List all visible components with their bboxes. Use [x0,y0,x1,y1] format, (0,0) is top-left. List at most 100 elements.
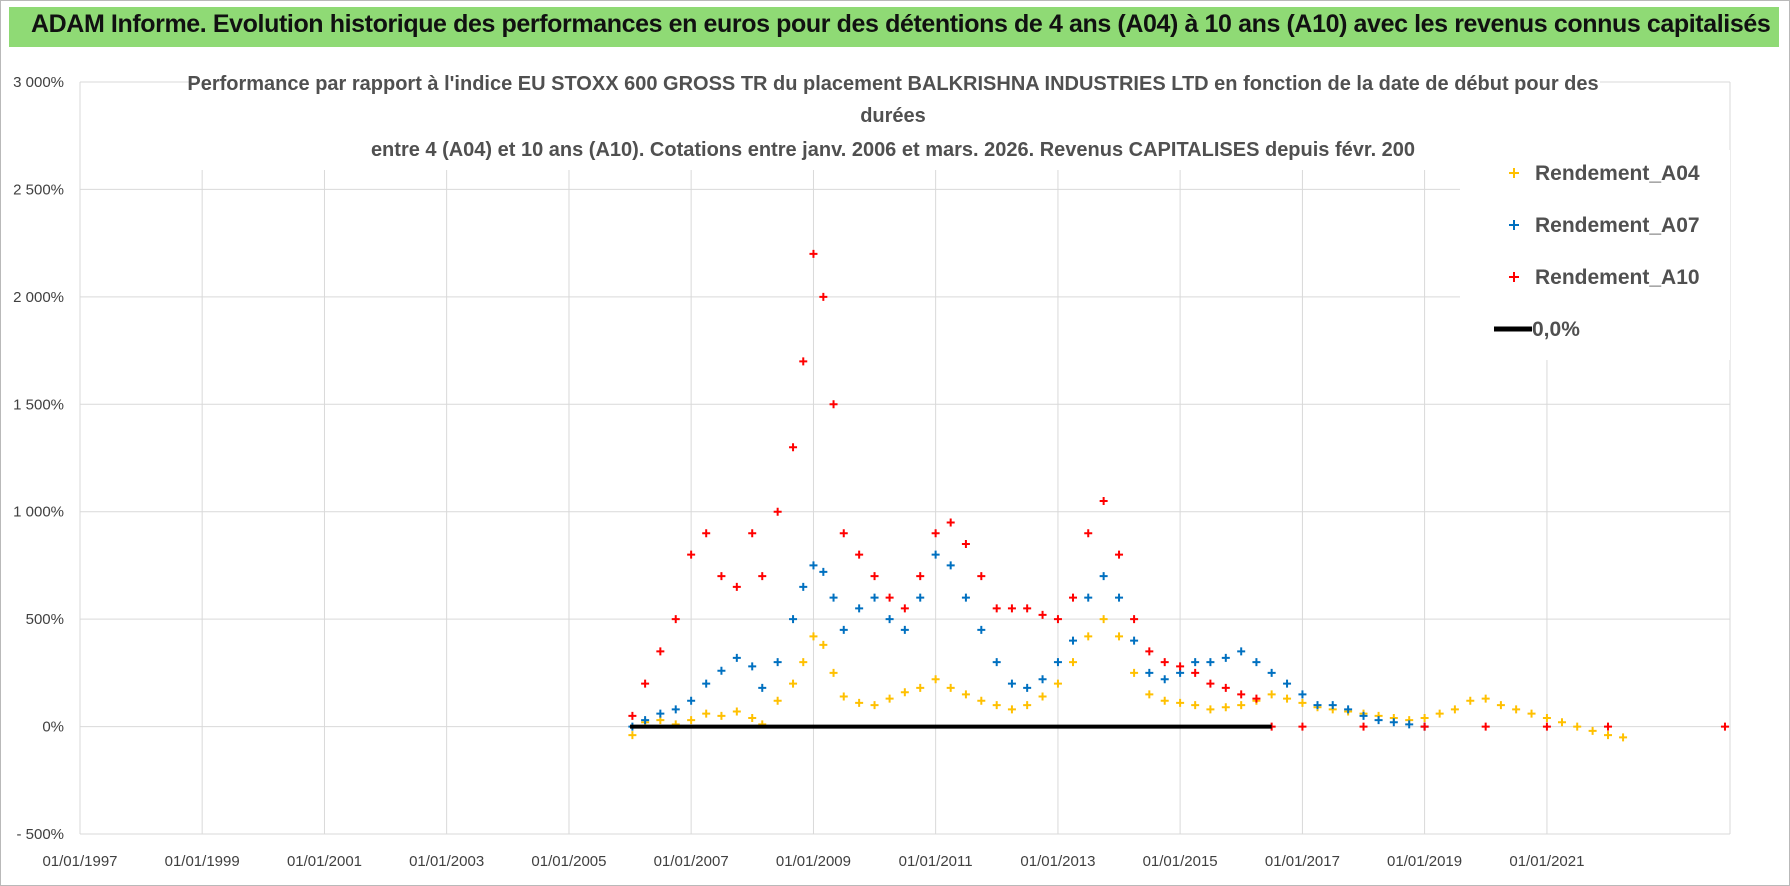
point-rendement-a10 [1420,722,1429,731]
point-rendement-a10 [1191,668,1200,677]
point-rendement-a04 [961,690,970,699]
x-tick-label: 01/01/2009 [776,853,851,870]
point-rendement-a10 [1298,722,1307,731]
x-tick-label: 01/01/2011 [899,853,973,870]
point-rendement-a07 [1069,636,1078,645]
point-rendement-a07 [1160,675,1169,684]
point-rendement-a04 [1542,713,1551,722]
point-rendement-a10 [1160,658,1169,667]
point-rendement-a07 [641,716,650,725]
point-rendement-a07 [702,679,711,688]
chart-title-background [190,62,1600,170]
y-tick-label: 2 000% [13,289,64,306]
point-rendement-a10 [758,572,767,581]
point-rendement-a04 [946,683,955,692]
chart-title: Performance par rapport à l'indice EU ST… [187,73,1598,161]
point-rendement-a04 [1176,698,1185,707]
point-rendement-a07 [1328,701,1337,710]
y-tick-label: 2 500% [13,181,64,198]
point-rendement-a10 [799,357,808,366]
point-rendement-a10 [671,615,680,624]
point-rendement-a04 [1283,694,1292,703]
point-rendement-a07 [1007,679,1016,688]
point-rendement-a10 [809,249,818,258]
point-rendement-a07 [1252,658,1261,667]
point-rendement-a04 [1069,658,1078,667]
point-rendement-a10 [916,572,925,581]
point-rendement-a10 [1237,690,1246,699]
point-rendement-a10 [641,679,650,688]
legend-entry: Rendement_A07 [1535,214,1700,237]
x-tick-label: 01/01/2005 [531,853,606,870]
point-rendement-a07 [748,662,757,671]
point-rendement-a10 [1130,615,1139,624]
x-tick-label: 01/01/2007 [654,853,729,870]
y-axis-ticks: - 500% 0% 500% 1 000% 1 500% 2 000% 2 500% 3 00… [13,74,64,843]
point-rendement-a04 [1191,701,1200,710]
point-rendement-a04 [1604,731,1613,740]
point-rendement-a04 [870,701,879,710]
legend-swatch [1509,220,1519,230]
point-rendement-a04 [628,731,637,740]
x-tick-label: 01/01/2013 [1020,853,1095,870]
point-rendement-a07 [1099,572,1108,581]
point-rendement-a04 [1527,709,1536,718]
point-rendement-a04 [1084,632,1093,641]
point-rendement-a07 [829,593,838,602]
legend-entry: 0,0% [1532,318,1580,341]
point-rendement-a10 [1206,679,1215,688]
point-rendement-a10 [1007,604,1016,613]
point-rendement-a07 [946,561,955,570]
point-rendement-a10 [1221,683,1230,692]
point-rendement-a10 [1176,662,1185,671]
point-rendement-a10 [1481,722,1490,731]
point-rendement-a10 [931,529,940,538]
point-rendement-a04 [1053,679,1062,688]
point-rendement-a07 [1023,683,1032,692]
point-rendement-a07 [758,683,767,692]
point-rendement-a04 [799,658,808,667]
point-rendement-a07 [1038,675,1047,684]
report-banner: ADAM Informe. Evolution historique des p… [9,7,1779,47]
point-rendement-a10 [1038,610,1047,619]
point-rendement-a04 [1237,701,1246,710]
point-rendement-a10 [1053,615,1062,624]
point-rendement-a04 [1481,694,1490,703]
point-rendement-a04 [809,632,818,641]
point-rendement-a04 [748,713,757,722]
point-rendement-a10 [1359,722,1368,731]
point-rendement-a10 [977,572,986,581]
point-rendement-a10 [773,507,782,516]
point-rendement-a07 [1084,593,1093,602]
y-tick-label: 1 500% [13,396,64,413]
point-rendement-a07 [1206,658,1215,667]
point-rendement-a07 [1130,636,1139,645]
x-tick-label: 01/01/2015 [1143,853,1218,870]
point-rendement-a10 [702,529,711,538]
chart-legend: Rendement_A04 Rendement_A07 Rendement_A10 0… [1494,162,1700,341]
legend-entry: Rendement_A04 [1535,162,1700,185]
point-rendement-a10 [870,572,879,581]
point-rendement-a07 [809,561,818,570]
point-rendement-a07 [1283,679,1292,688]
banner-title: ADAM Informe. Evolution historique des p… [31,10,1771,38]
x-tick-label: 01/01/2001 [287,853,362,870]
point-rendement-a07 [916,593,925,602]
point-rendement-a04 [1496,701,1505,710]
point-rendement-a10 [1115,550,1124,559]
point-rendement-a07 [1053,658,1062,667]
point-rendement-a07 [656,709,665,718]
point-rendement-a04 [1512,705,1521,714]
point-rendement-a07 [855,604,864,613]
point-rendement-a10 [1542,722,1551,731]
point-rendement-a07 [1374,716,1383,725]
point-rendement-a07 [1145,668,1154,677]
point-rendement-a04 [885,694,894,703]
point-rendement-a04 [1023,701,1032,710]
x-tick-label: 01/01/2003 [409,853,484,870]
x-tick-label: 01/01/2017 [1265,853,1340,870]
point-rendement-a04 [717,711,726,720]
chart-title-line: entre 4 (A04) et 10 ans (A10). Cotations… [371,139,1415,161]
point-rendement-a10 [687,550,696,559]
